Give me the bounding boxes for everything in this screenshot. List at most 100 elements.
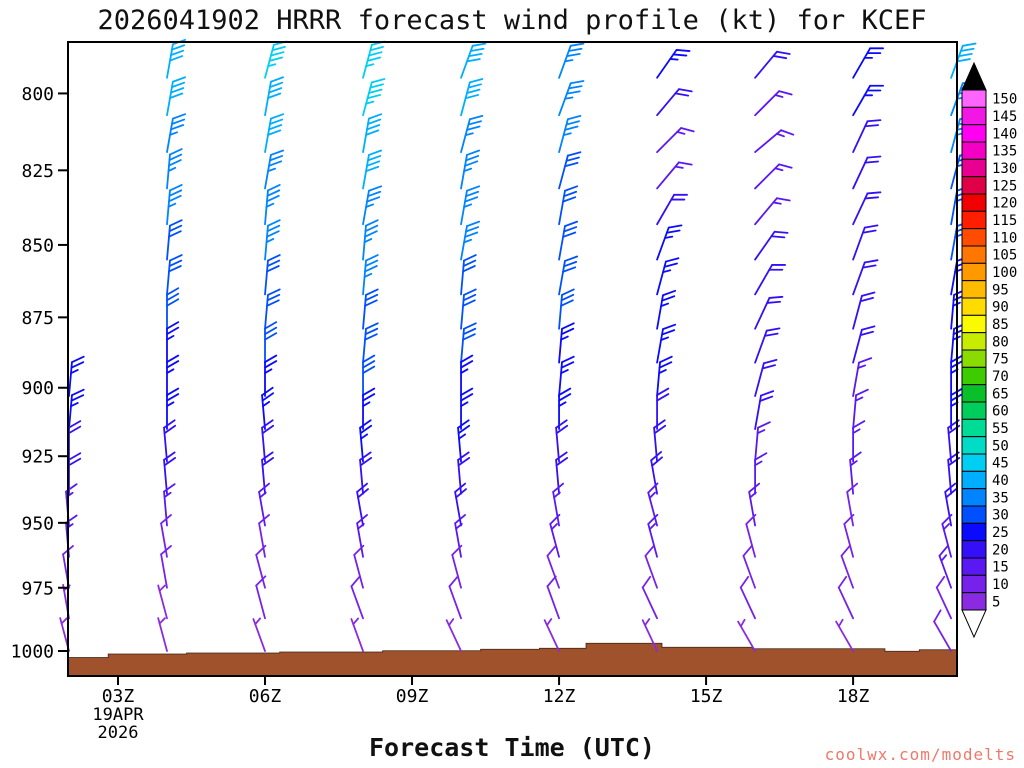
colorbar-cell [961, 418, 987, 438]
wind-barb [852, 388, 869, 430]
wind-barb [754, 230, 789, 261]
colorbar-cell [961, 280, 987, 299]
wind-barb [166, 354, 180, 397]
wind-barb [549, 513, 561, 558]
colorbar-label: 25 [992, 525, 1009, 541]
wind-barb [558, 220, 579, 261]
wind-barb [737, 618, 756, 652]
wind-barb [944, 482, 958, 527]
colorbar-cell [961, 436, 987, 455]
y-tick-label: 925 [21, 447, 54, 468]
wind-barb [754, 390, 775, 430]
colorbar-cell [961, 384, 987, 403]
y-tick-label: 800 [21, 84, 54, 105]
colorbar-cell [961, 176, 987, 195]
wind-barb [264, 321, 278, 364]
wind-barb [353, 544, 365, 589]
wind-barb [362, 78, 386, 117]
wind-barb [362, 254, 379, 296]
wind-barb [264, 40, 288, 79]
wind-barb [656, 224, 683, 261]
wind-barb [264, 219, 281, 261]
x-tick-label: 06Z [249, 686, 282, 707]
wind-barb [166, 183, 183, 226]
wind-barb [852, 291, 876, 330]
colorbar-label: 140 [992, 126, 1017, 142]
colorbar-cell [961, 106, 987, 126]
wind-barb [754, 50, 791, 79]
wind-barb [656, 127, 695, 153]
colorbar-label: 10 [992, 577, 1009, 593]
wind-barb [166, 219, 183, 261]
wind-barb [258, 514, 270, 558]
colorbar-label: 5 [992, 594, 1000, 610]
wind-barb [555, 419, 569, 463]
wind-barb [754, 197, 791, 226]
wind-barb [647, 513, 659, 558]
colorbar-cell [961, 193, 987, 212]
wind-barb [650, 451, 663, 495]
colorbar-cap-top [961, 61, 987, 91]
wind-barb [166, 254, 183, 296]
wind-barb [457, 419, 471, 463]
wind-barb [68, 388, 85, 430]
colorbar-label: 135 [992, 144, 1017, 160]
wind-barb [445, 618, 462, 652]
wind-barb [362, 219, 379, 261]
wind-barb [754, 129, 795, 153]
y-tick-label: 875 [21, 308, 54, 329]
wind-barb [656, 289, 677, 330]
colorbar-label: 120 [992, 196, 1017, 212]
wind-barb [264, 254, 281, 296]
wind-barb [362, 288, 379, 330]
wind-barb [935, 575, 953, 620]
wind-barb [558, 387, 572, 430]
x-tick-label: 15Z [690, 686, 723, 707]
wind-barb [252, 617, 266, 652]
colorbar-label: 20 [992, 542, 1009, 558]
y-tick-label: 850 [21, 235, 54, 256]
wind-barb [852, 420, 866, 463]
colorbar-label: 70 [992, 369, 1009, 385]
colorbar-cell [961, 522, 987, 542]
colorbar-label: 55 [992, 421, 1009, 437]
wind-barb [852, 47, 885, 79]
wind-barb [448, 575, 462, 620]
wind-barb [852, 191, 882, 226]
wind-barb [163, 419, 177, 463]
wind-barb [852, 357, 873, 397]
wind-barb [362, 40, 386, 79]
wind-barb [754, 327, 781, 364]
wind-barb [362, 387, 376, 430]
watermark-link: coolwx.com/modelts [824, 745, 1016, 764]
wind-barb [852, 325, 876, 364]
colorbar-label: 110 [992, 230, 1017, 246]
y-tick-label: 1000 [11, 642, 54, 663]
wind-barb [546, 575, 560, 620]
colorbar-cell [961, 366, 987, 386]
wind-barb [656, 161, 693, 190]
colorbar-cell [961, 314, 987, 334]
wind-barb [460, 354, 474, 397]
wind-barb [748, 482, 761, 527]
colorbar-cell [961, 488, 987, 507]
wind-barb [166, 321, 180, 364]
colorbar-cell [961, 245, 987, 264]
colorbar-cell [961, 89, 987, 108]
wind-barb [460, 149, 481, 190]
wind-barb [644, 544, 658, 589]
colorbar-label: 35 [992, 490, 1009, 506]
wind-barb [933, 609, 953, 652]
colorbar-cell [961, 574, 987, 594]
colorbar-cell [961, 557, 987, 576]
wind-barb [941, 513, 953, 558]
wind-barb [656, 355, 673, 397]
wind-barb [552, 482, 565, 527]
colorbar-cell [961, 592, 987, 611]
colorbar-label: 40 [992, 473, 1009, 489]
wind-barb [852, 224, 879, 261]
date-label: 2026 [98, 723, 139, 743]
wind-barb [558, 151, 582, 190]
wind-barb [754, 358, 778, 397]
